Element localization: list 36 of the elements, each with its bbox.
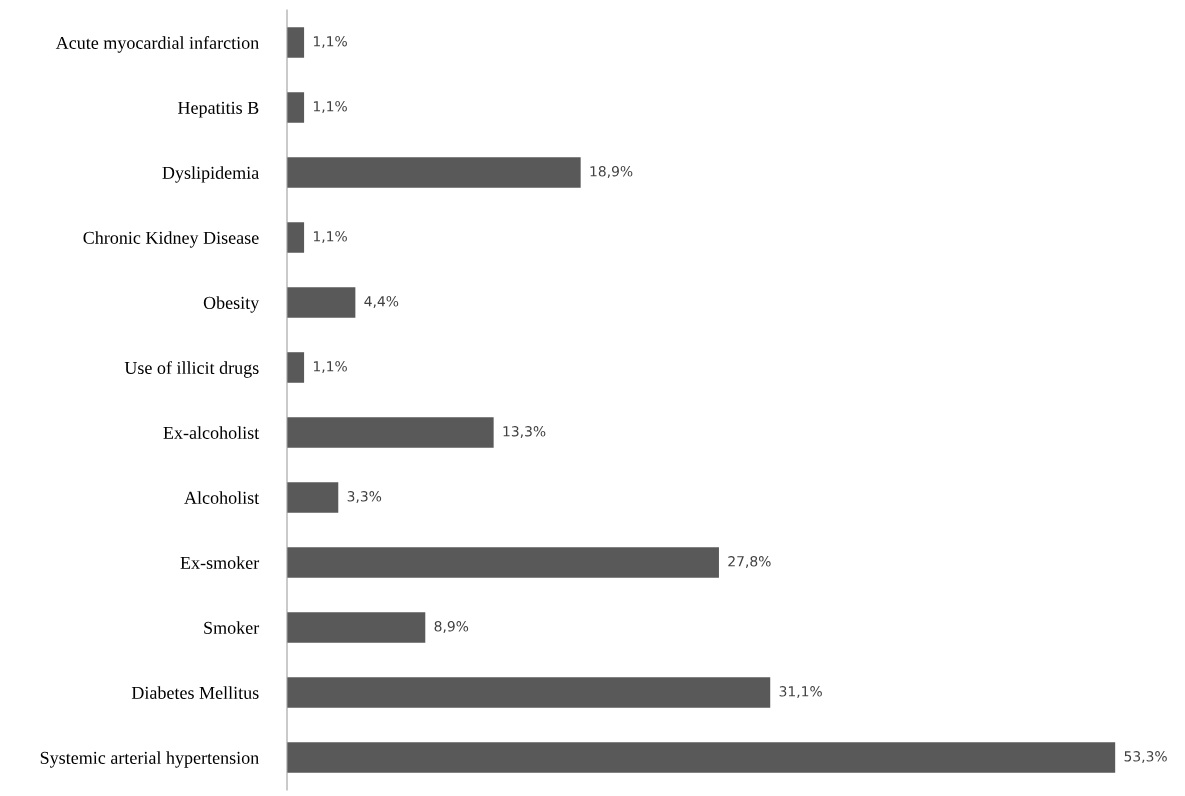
- bar: [287, 742, 1116, 773]
- y-tick-label: Diabetes Mellitus: [131, 686, 259, 699]
- y-tick-label: Ex-alcoholist: [163, 426, 260, 439]
- data-label: 1,1%: [313, 100, 347, 113]
- bar: [287, 287, 356, 318]
- bar: [287, 612, 426, 643]
- bar: [287, 27, 305, 58]
- data-label: 3,3%: [347, 491, 382, 503]
- y-tick-label: Systemic arterial hypertension: [40, 751, 259, 768]
- y-tick-label: Acute myocardial infarction: [55, 36, 259, 53]
- data-label: 1,1%: [313, 35, 347, 48]
- data-label: 13,3%: [503, 426, 546, 438]
- data-label: 1,1%: [313, 361, 347, 373]
- y-tick-label: Alcoholist: [184, 491, 260, 504]
- y-tick-label: Chronic Kidney Disease: [83, 231, 259, 248]
- bar: [287, 157, 581, 188]
- bar: [287, 222, 305, 253]
- y-tick-label: Smoker: [204, 621, 260, 634]
- y-tick-label: Hepatitis B: [177, 101, 259, 118]
- y-tick-label: Use of illicit drugs: [124, 361, 259, 378]
- data-label: 18,9%: [590, 165, 633, 178]
- data-label: 53,3%: [1124, 751, 1167, 763]
- y-tick-label: Obesity: [203, 296, 260, 313]
- bar: [287, 547, 719, 578]
- data-label: 4,4%: [364, 296, 399, 308]
- bar: [287, 482, 339, 513]
- bar: [287, 92, 305, 123]
- y-tick-label: Dyslipidemia: [162, 166, 259, 183]
- data-label: 31,1%: [779, 686, 822, 698]
- data-label: 1,1%: [313, 231, 347, 243]
- y-tick-label: Ex-smoker: [180, 556, 260, 569]
- data-label: 8,9%: [434, 621, 469, 633]
- bar: [287, 677, 771, 708]
- bar: [287, 352, 305, 383]
- data-label: 27,8%: [728, 556, 771, 568]
- bar: [287, 417, 494, 448]
